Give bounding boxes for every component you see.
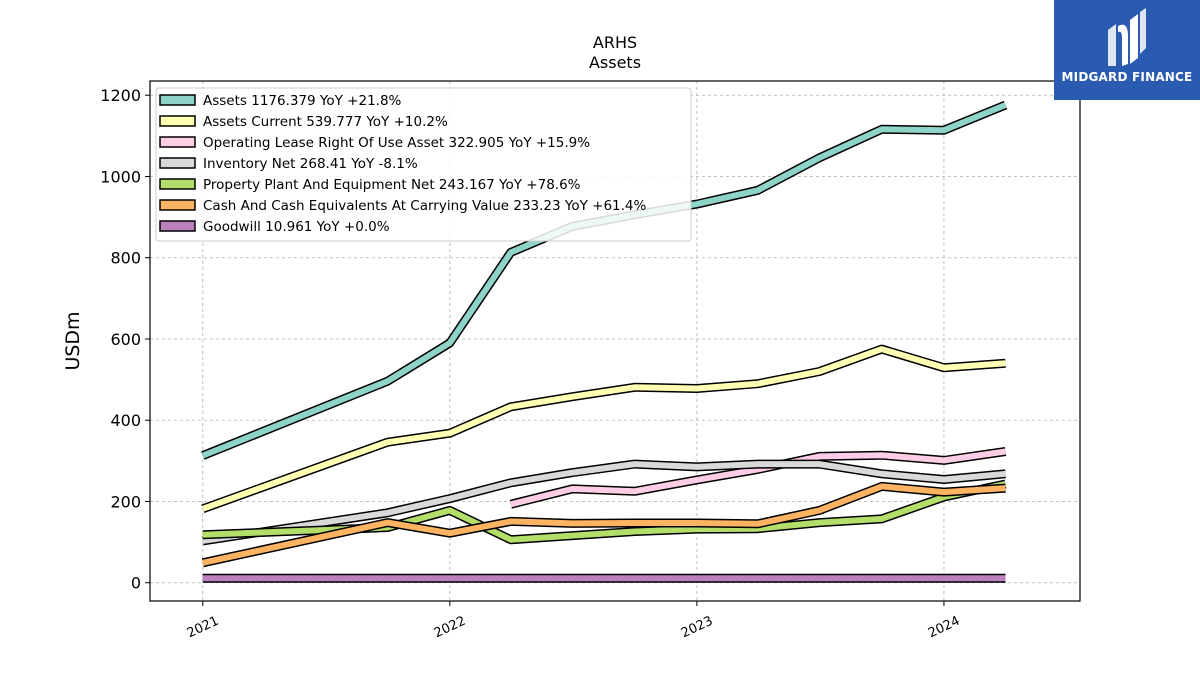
plot-frame: [149, 80, 1081, 602]
legend-swatch: [159, 94, 196, 106]
legend-label: Goodwill 10.961 YoY +0.0%: [203, 219, 390, 235]
logo-mark-icon: [1108, 8, 1146, 67]
x-tick-label: 2022: [432, 614, 468, 642]
legend-label: Cash And Cash Equivalents At Carrying Va…: [203, 198, 647, 214]
brand-logo: MIDGARD FINANCE: [1054, 0, 1200, 100]
x-tick-label: 2023: [679, 614, 715, 642]
series-5: [201, 481, 1006, 568]
y-tick-label: 1200: [100, 86, 141, 105]
y-tick-label: 0: [131, 574, 141, 593]
logo-text: MIDGARD FINANCE: [1061, 70, 1193, 84]
series-line: [202, 483, 1006, 566]
y-axis-label: USDm: [62, 311, 84, 370]
series-2: [509, 447, 1007, 509]
series-line: [202, 461, 1006, 544]
y-tick-label: 400: [110, 411, 141, 430]
legend-label: Assets Current 539.777 YoY +10.2%: [203, 114, 448, 130]
series-line: [202, 481, 1007, 543]
y-tick-label: 600: [110, 330, 141, 349]
legend-item: Property Plant And Equipment Net 243.167…: [159, 177, 581, 193]
y-tick-label: 800: [110, 249, 141, 268]
legend-item: Inventory Net 268.41 YoY -8.1%: [159, 156, 418, 172]
x-tick-label: 2021: [185, 614, 221, 642]
legend-swatch: [159, 115, 196, 127]
series-line: [510, 448, 1006, 508]
legend-item: Assets 1176.379 YoY +21.8%: [159, 93, 402, 109]
legend-item: Operating Lease Right Of Use Asset 322.9…: [159, 135, 590, 151]
legend: Assets 1176.379 YoY +21.8% Assets Current…: [155, 87, 692, 242]
y-tick-label: 1000: [100, 167, 141, 186]
x-tick-label: 2024: [926, 614, 962, 642]
legend-box: [155, 87, 692, 242]
legend-item: Assets Current 539.777 YoY +10.2%: [159, 114, 448, 130]
legend-swatch: [159, 136, 196, 148]
legend-item: Goodwill 10.961 YoY +0.0%: [159, 219, 390, 235]
legend-swatch: [159, 178, 196, 190]
series-line: [201, 346, 1006, 512]
legend-label: Operating Lease Right Of Use Asset 322.9…: [203, 135, 590, 151]
legend-label: Assets 1176.379 YoY +21.8%: [203, 93, 402, 109]
legend-label: Property Plant And Equipment Net 243.167…: [203, 177, 581, 193]
series-4: [202, 479, 1007, 545]
series-1: [201, 344, 1006, 514]
y-tick-label: 200: [110, 492, 141, 511]
chart-title: ARHS: [593, 33, 637, 52]
series-3: [202, 459, 1006, 546]
legend-swatch: [159, 220, 196, 232]
legend-item: Cash And Cash Equivalents At Carrying Va…: [159, 198, 647, 214]
legend-swatch: [159, 199, 196, 211]
legend-label: Inventory Net 268.41 YoY -8.1%: [203, 156, 418, 172]
legend-swatch: [159, 157, 196, 169]
chart-subtitle: Assets: [589, 53, 641, 72]
